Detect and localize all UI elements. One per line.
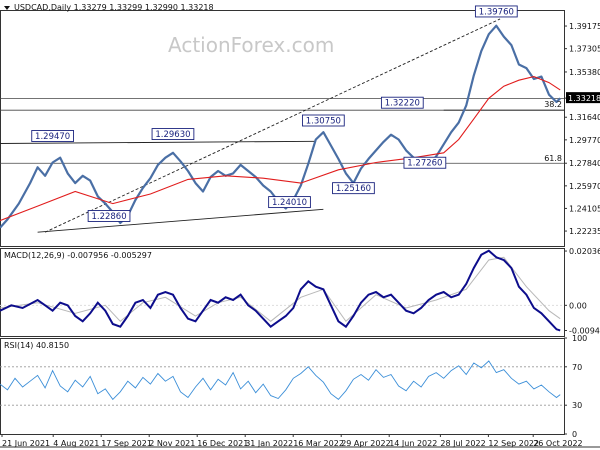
price-y-tick-label: 1.27840 bbox=[569, 159, 600, 168]
price-y-tick-label: 1.25970 bbox=[569, 182, 600, 191]
price-y-tick-label: 1.35380 bbox=[569, 68, 600, 77]
dashed-trendline bbox=[44, 18, 501, 233]
x-tick-label: 2 Nov 2021 bbox=[149, 439, 195, 448]
price-level-label: 1.30750 bbox=[306, 117, 341, 127]
macd-series bbox=[0, 249, 561, 332]
x-tick-label: 17 Sep 2021 bbox=[101, 439, 152, 448]
price-level-label: 1.22860 bbox=[91, 212, 126, 222]
macd-panel: 0.02036 0.00 -0.009438 MACD(12,26,9) -0.007… bbox=[0, 247, 600, 336]
x-tick-label: 28 Jul 2022 bbox=[440, 439, 485, 448]
dropdown-triangle-icon bbox=[4, 6, 10, 10]
price-level-label: 1.29470 bbox=[35, 132, 70, 142]
macd-y-tick-label: 0.00 bbox=[569, 301, 587, 310]
price-level-label: 1.29630 bbox=[155, 130, 190, 140]
x-tick-label: 29 Apr 2022 bbox=[341, 439, 390, 448]
rsi-panel-header: RSI(14) 40.8150 bbox=[4, 341, 69, 350]
price-y-tick-label: 1.31640 bbox=[569, 113, 600, 122]
macd-signal-series bbox=[0, 256, 561, 323]
price-y-tick-label: 1.39175 bbox=[569, 22, 600, 31]
price-level-label-box bbox=[380, 96, 424, 109]
x-tick-label: 12 Sep 2022 bbox=[488, 439, 539, 448]
price-level-label: 1.24010 bbox=[272, 198, 307, 208]
macd-y-tick-label: -0.009438 bbox=[569, 327, 600, 336]
price-y-tick-label: 1.22235 bbox=[569, 227, 600, 236]
price-level-label-box bbox=[87, 210, 131, 222]
price-level-label: 1.39760 bbox=[479, 7, 514, 17]
x-tick-label: 16 Mar 2022 bbox=[293, 439, 344, 448]
price-panel-header: USDCAD,Daily 1.33279 1.33299 1.32990 1.3… bbox=[14, 3, 214, 12]
price-y-tick-label: 1.29770 bbox=[569, 136, 600, 145]
x-tick-label: 31 Jan 2022 bbox=[245, 439, 293, 448]
trendline bbox=[0, 140, 316, 144]
price-level-label-box bbox=[403, 156, 447, 169]
current-price-box bbox=[566, 92, 600, 104]
x-tick-label: 16 Dec 2021 bbox=[197, 439, 248, 448]
rsi-panel-frame bbox=[0, 338, 565, 435]
price-level-label: 1.27260 bbox=[407, 159, 442, 169]
macd-panel-header: MACD(12,26,9) -0.007956 -0.005297 bbox=[4, 251, 152, 260]
x-tick-label: 14 Jun 2022 bbox=[389, 439, 437, 448]
macd-y-tick-label: 0.02036 bbox=[569, 247, 600, 256]
current-price-label: 1.33218 bbox=[568, 94, 600, 103]
x-tick-label: 21 Jun 2021 bbox=[2, 439, 50, 448]
price-level-label-box bbox=[268, 196, 311, 209]
trendline bbox=[37, 208, 324, 233]
rsi-series bbox=[0, 360, 561, 401]
price-y-tick-label: 1.37305 bbox=[569, 45, 600, 54]
price-level-label-box bbox=[332, 182, 375, 195]
moving-average-series bbox=[0, 76, 561, 222]
rsi-panel: 100 70 30 0 RSI(14) 40.8150 bbox=[0, 334, 587, 439]
price-panel: ActionForex.com 1.39175 1.37305 1.35380 1.31… bbox=[0, 3, 600, 236]
rsi-y-tick-label: 0 bbox=[572, 430, 577, 439]
watermark: ActionForex.com bbox=[168, 33, 334, 57]
x-tick-label: 26 Oct 2022 bbox=[533, 439, 582, 448]
fib-level-label: 38.2 bbox=[544, 100, 562, 109]
rsi-y-tick-label: 100 bbox=[572, 334, 587, 343]
price-level-label: 1.32220 bbox=[385, 99, 420, 109]
rsi-y-tick-label: 30 bbox=[572, 401, 582, 410]
price-level-label-box bbox=[151, 128, 195, 141]
price-series bbox=[0, 24, 561, 229]
price-level-label-box bbox=[31, 130, 74, 142]
price-level-label: 1.25160 bbox=[336, 184, 371, 194]
fib-level-label: 61.8 bbox=[544, 154, 562, 163]
x-tick-label: 4 Aug 2021 bbox=[53, 439, 99, 448]
macd-panel-frame bbox=[0, 248, 565, 337]
price-y-tick-label: 1.24105 bbox=[569, 204, 600, 213]
price-level-label-box bbox=[302, 114, 345, 127]
rsi-y-tick-label: 70 bbox=[572, 363, 582, 372]
price-level-label-box bbox=[474, 5, 518, 18]
